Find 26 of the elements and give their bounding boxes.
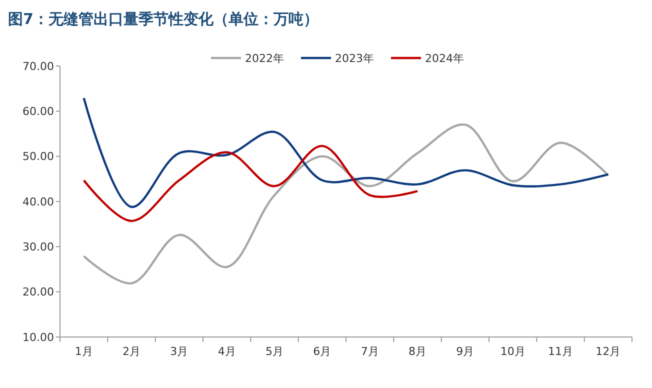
x-tick-label: 2月 [122, 345, 140, 358]
legend-label: 2024年 [425, 52, 464, 65]
chart-title: 图7：无缝管出口量季节性变化（单位：万吨） [8, 10, 318, 28]
legend-label: 2022年 [245, 52, 284, 65]
line-series [82, 144, 419, 222]
x-tick-label: 11月 [548, 345, 573, 358]
y-tick-label: 10.00 [22, 330, 54, 344]
x-tick-label: 6月 [313, 345, 332, 358]
y-tick-label: 30.00 [22, 240, 54, 254]
x-tick-label: 10月 [500, 345, 526, 358]
x-tick-label: 3月 [170, 345, 188, 358]
line-series [82, 123, 610, 284]
line-series [82, 96, 610, 208]
x-tick-label: 7月 [360, 345, 379, 358]
y-tick-label: 20.00 [22, 286, 54, 299]
y-tick-label: 60.00 [22, 105, 54, 118]
legend-label: 2023年 [335, 52, 374, 65]
y-tick-label: 50.00 [22, 150, 54, 164]
y-tick-label: 40.00 [22, 195, 54, 208]
x-tick-label: 5月 [266, 345, 284, 358]
x-tick-label: 1月 [74, 345, 93, 358]
x-tick-label: 4月 [218, 345, 236, 358]
x-tick-label: 8月 [408, 345, 426, 358]
x-tick-label: 12月 [596, 345, 621, 358]
y-tick-label: 70.00 [22, 60, 54, 73]
x-tick-label: 9月 [456, 345, 474, 358]
